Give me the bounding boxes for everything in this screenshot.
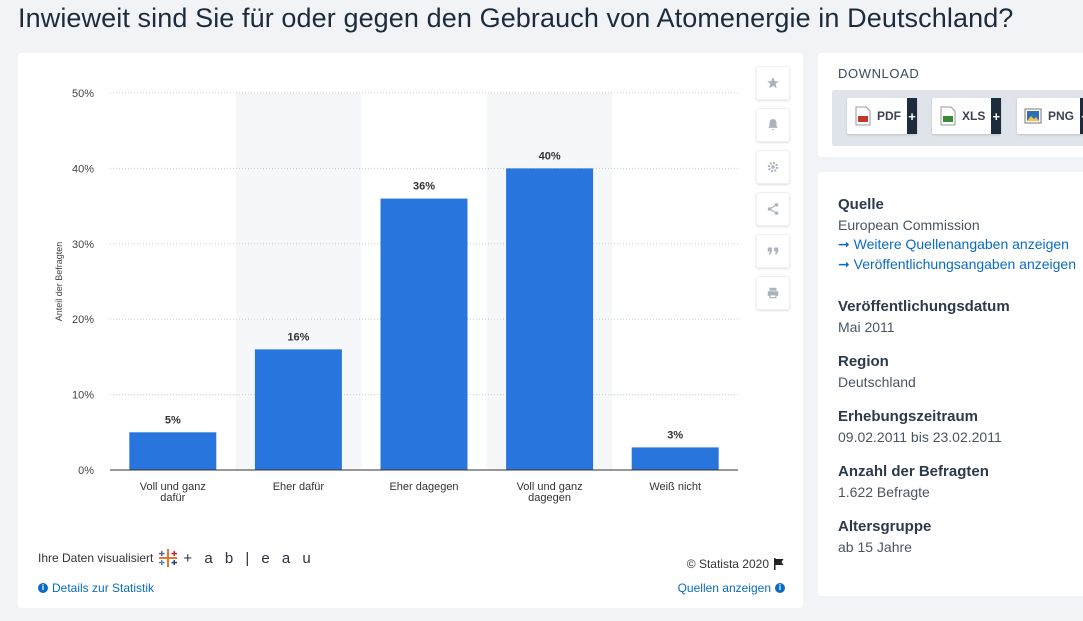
region-section: Region Deutschland (838, 353, 916, 390)
copyright: © Statista 2020 (687, 557, 785, 571)
cite-button[interactable] (756, 234, 790, 268)
bar (129, 432, 217, 470)
respondents-value: 1.622 Befragte (838, 484, 930, 500)
y-tick-label: 10% (72, 390, 94, 402)
tableau-credit: Ihre Daten visualisiert + a b | e a u (38, 547, 315, 569)
tableau-logo-icon (159, 549, 178, 567)
xls-label: XLS (962, 109, 986, 123)
download-bar: PDF + XLS + PNG + (832, 90, 1083, 146)
plus-icon: + (1080, 98, 1083, 134)
bar (631, 447, 719, 470)
data-label: 36% (413, 181, 435, 193)
y-tick-label: 40% (72, 163, 94, 175)
flag-icon (774, 558, 784, 570)
bar (254, 349, 342, 470)
x-tick-label: Weiß nicht (649, 481, 701, 493)
plus-icon: + (991, 98, 1002, 134)
download-png-button[interactable]: PNG + (1017, 98, 1083, 134)
respondents-section: Anzahl der Befragten 1.622 Befragte (838, 463, 989, 500)
pdf-icon (855, 106, 871, 126)
bar (506, 168, 594, 470)
age-group-value: ab 15 Jahre (838, 539, 912, 555)
quote-icon (767, 247, 779, 255)
y-tick-label: 50% (72, 88, 94, 100)
source-section: Quelle European Commission ➞ Weitere Que… (838, 196, 1076, 273)
star-icon (767, 77, 779, 89)
png-icon (1024, 108, 1042, 124)
sources-link-text: Quellen anzeigen (677, 581, 771, 595)
publication-date-label: Veröffentlichungsdatum (838, 298, 1010, 315)
print-button[interactable] (756, 276, 790, 310)
chart-card: 0% 10% 20% 30% 40% 50% 5% Voll und ganz dafür 16%… (18, 53, 803, 608)
copyright-text: © Statista 2020 (686, 557, 769, 571)
y-tick-label: 0% (78, 465, 94, 477)
arrow-right-icon: ➞ (838, 256, 850, 272)
publication-details-link[interactable]: ➞ Veröffentlichungsangaben anzeigen (838, 256, 1076, 273)
favorite-button[interactable] (756, 66, 790, 100)
plus-icon: + (907, 98, 917, 134)
settings-button[interactable] (756, 150, 790, 184)
download-pdf-button[interactable]: PDF + (847, 98, 917, 134)
bar (380, 198, 468, 470)
age-group-section: Altersgruppe ab 15 Jahre (838, 518, 931, 555)
source-label: Quelle (838, 196, 884, 213)
region-label: Region (838, 353, 889, 370)
chart-toolbar (756, 66, 790, 318)
y-axis-label: Anteil der Befragten (54, 242, 64, 322)
statistic-info-card: Quelle European Commission ➞ Weitere Que… (818, 172, 1083, 596)
respondents-label: Anzahl der Befragten (838, 463, 989, 480)
arrow-right-icon: ➞ (838, 236, 850, 252)
data-label: 40% (539, 150, 561, 162)
data-label: 16% (287, 331, 309, 343)
details-link-text: Details zur Statistik (52, 581, 155, 595)
info-icon: i (775, 583, 785, 593)
publication-link-text: Veröffentlichungsangaben anzeigen (853, 256, 1076, 272)
y-tick-label: 30% (72, 239, 94, 251)
y-tick-label: 20% (72, 314, 94, 326)
more-sources-link[interactable]: ➞ Weitere Quellenangaben anzeigen (838, 236, 1076, 253)
png-label: PNG (1048, 109, 1075, 123)
visualized-text: Ihre Daten visualisiert (38, 551, 154, 565)
download-xls-button[interactable]: XLS + (932, 98, 1002, 134)
info-icon: i (38, 583, 48, 593)
show-sources-link[interactable]: Quellen anzeigen i (678, 581, 785, 595)
publication-date-value: Mai 2011 (838, 319, 895, 335)
tableau-wordmark: + a b | e a u (183, 549, 315, 567)
x-tick-label: Eher dagegen (389, 481, 458, 493)
survey-period-section: Erhebungszeitraum 09.02.2011 bis 23.02.2… (838, 408, 1002, 445)
data-label: 3% (667, 429, 683, 441)
details-link[interactable]: i Details zur Statistik (38, 581, 154, 595)
share-icon (767, 203, 779, 215)
notification-button[interactable] (756, 108, 790, 142)
region-value: Deutschland (838, 374, 916, 390)
gear-icon (767, 161, 779, 173)
x-tick-label: Voll und ganz dagegen (517, 481, 583, 504)
share-button[interactable] (756, 192, 790, 226)
age-group-label: Altersgruppe (838, 518, 932, 535)
download-title: DOWNLOAD (838, 66, 920, 81)
download-card: DOWNLOAD PDF + XLS + PNG + (818, 53, 1083, 157)
pdf-label: PDF (877, 109, 901, 123)
more-sources-text: Weitere Quellenangaben anzeigen (853, 236, 1069, 252)
publication-date-section: Veröffentlichungsdatum Mai 2011 (838, 298, 1010, 335)
bell-icon (768, 119, 778, 131)
source-value: European Commission (838, 217, 980, 233)
print-icon (767, 287, 779, 299)
survey-period-label: Erhebungszeitraum (838, 408, 979, 425)
x-tick-label: Voll und ganz dafür (140, 481, 206, 504)
bar-chart: 0% 10% 20% 30% 40% 50% 5% Voll und ganz dafür 16%… (54, 88, 738, 504)
data-label: 5% (165, 414, 181, 426)
page-title: Inwieweit sind Sie für oder gegen den Ge… (18, 3, 1014, 33)
survey-period-value: 09.02.2011 bis 23.02.2011 (838, 429, 1002, 445)
x-tick-label: Eher dafür (273, 481, 325, 493)
xls-icon (940, 106, 956, 126)
